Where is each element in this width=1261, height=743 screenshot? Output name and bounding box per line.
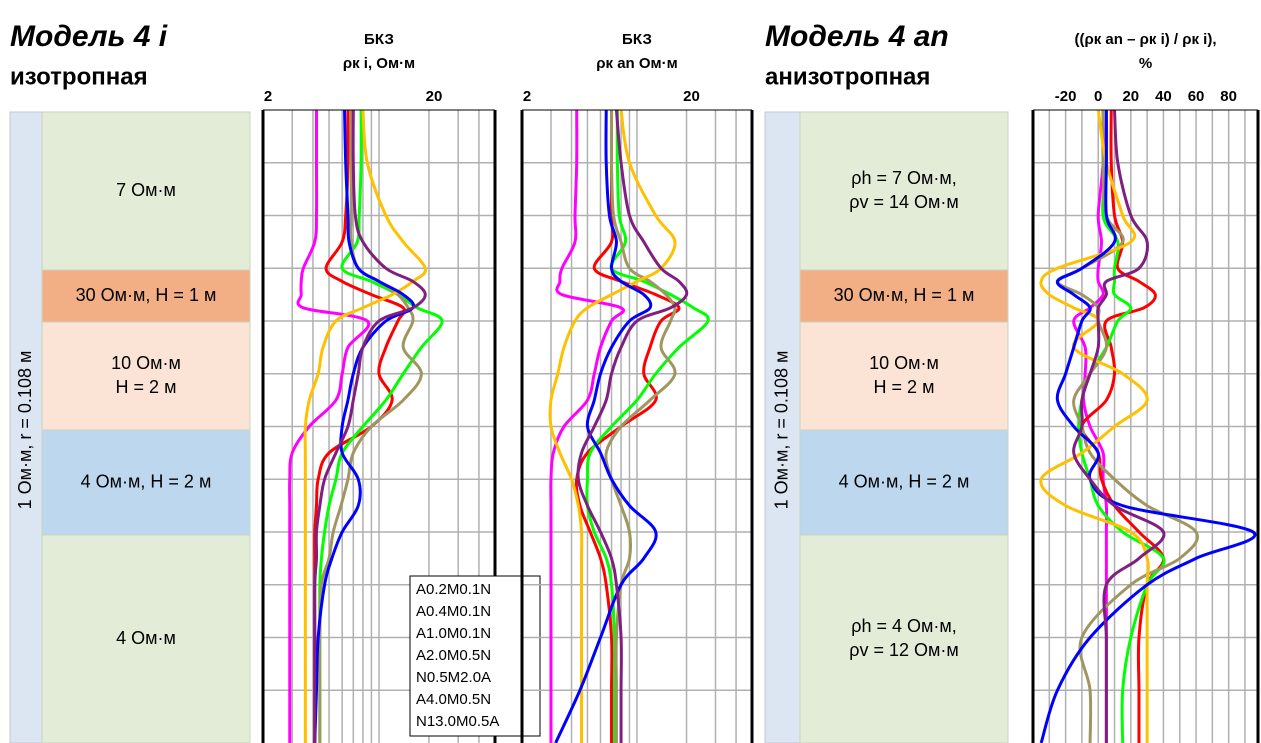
track-title: ((ρк an – ρк i) / ρк i), — [1074, 31, 1216, 48]
layer — [799, 321, 1009, 431]
layer-label: H = 2 м — [116, 377, 177, 397]
layer-label: 4 Ом·м, H = 2 м — [839, 471, 970, 491]
legend-entry: A1.0M0.1N — [416, 625, 491, 642]
layer — [41, 111, 251, 271]
layer-label: ρh = 4 Ом·м, — [851, 616, 957, 636]
x-tick-label: 40 — [1155, 88, 1172, 105]
model-subtitle: изотропная — [10, 63, 148, 90]
layer-label: 10 Ом·м — [111, 353, 181, 373]
strip — [9, 111, 43, 743]
layer-label: ρh = 7 Ом·м, — [851, 168, 957, 188]
curve — [576, 109, 689, 743]
curve — [604, 109, 677, 743]
x-tick-label: 20 — [426, 88, 443, 105]
layer — [799, 534, 1009, 743]
x-tick-label: 2 — [264, 88, 272, 105]
curve — [585, 109, 710, 743]
curve — [1039, 109, 1150, 743]
model-title: Модель 4 an — [765, 20, 949, 53]
legend-entry: A2.0M0.5N — [416, 647, 491, 664]
legend-entry: A4.0M0.5N — [416, 691, 491, 708]
curve — [1055, 109, 1199, 743]
curve — [548, 109, 677, 743]
curve — [549, 109, 626, 743]
layer-label: 7 Ом·м — [116, 180, 176, 200]
track-title: ρк i, Ом·м — [343, 55, 415, 72]
curve — [574, 110, 681, 743]
x-tick-label: -20 — [1055, 88, 1077, 105]
legend-entry: A0.4M0.1N — [416, 603, 491, 620]
layer-label: 10 Ом·м — [869, 353, 939, 373]
x-tick-label: 2 — [523, 88, 531, 105]
x-tick-label: 80 — [1220, 88, 1237, 105]
layer-label: 4 Ом·м, H = 2 м — [81, 471, 212, 491]
curve — [313, 109, 416, 743]
curve — [288, 109, 371, 743]
x-tick-label: 0 — [1094, 88, 1102, 105]
strip-label: 1 Ом·м, r = 0.108 м — [771, 351, 791, 510]
layer — [799, 429, 1009, 536]
layer-label: H = 2 м — [874, 377, 935, 397]
curve — [318, 109, 444, 743]
layer — [41, 429, 251, 536]
track-title: БКЗ — [364, 31, 394, 48]
x-tick-label: 20 — [1122, 88, 1139, 105]
layer-label: 30 Ом·м, H = 1 м — [76, 285, 217, 305]
curve — [1072, 109, 1166, 743]
legend-entry: A0.2M0.1N — [416, 581, 491, 598]
layer — [41, 321, 251, 431]
track-title: % — [1139, 55, 1152, 72]
layer-label: ρv = 12 Ом·м — [849, 640, 959, 660]
layer — [41, 534, 251, 743]
layer — [799, 111, 1009, 271]
layer-label: 4 Ом·м — [116, 628, 176, 648]
track-title: ρк an Ом·м — [596, 55, 677, 72]
curve — [554, 109, 658, 743]
curve — [303, 109, 427, 743]
model-title: Модель 4 i — [10, 20, 168, 53]
curve — [1039, 110, 1257, 743]
model-subtitle: анизотропная — [765, 63, 930, 90]
layer-label: ρv = 14 Ом·м — [849, 192, 959, 212]
strip-label: 1 Ом·м, r = 0.108 м — [15, 351, 35, 510]
track-title: БКЗ — [622, 31, 652, 48]
x-tick-label: 60 — [1188, 88, 1205, 105]
legend-box — [409, 575, 541, 737]
layer-label: 30 Ом·м, H = 1 м — [834, 285, 975, 305]
curve — [313, 109, 427, 743]
legend-entry: N0.5M2.0A — [416, 669, 491, 686]
x-tick-label: 20 — [683, 88, 700, 105]
legend-entry: N13.0M0.5A — [416, 713, 499, 730]
